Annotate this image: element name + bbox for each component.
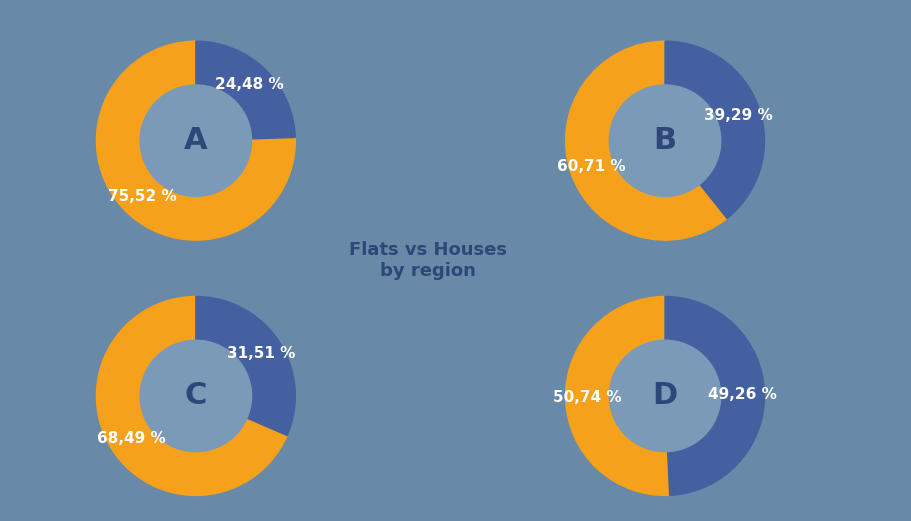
Text: A: A	[184, 126, 208, 155]
Circle shape	[140, 85, 251, 196]
Wedge shape	[196, 41, 295, 139]
Wedge shape	[566, 41, 727, 240]
Wedge shape	[665, 296, 764, 495]
Text: 39,29 %: 39,29 %	[704, 107, 773, 122]
Wedge shape	[665, 41, 764, 218]
Circle shape	[609, 85, 721, 196]
Text: D: D	[652, 381, 678, 411]
Wedge shape	[566, 296, 670, 495]
Wedge shape	[97, 41, 295, 240]
Text: 60,71 %: 60,71 %	[558, 159, 626, 174]
Text: C: C	[185, 381, 207, 411]
Text: 68,49 %: 68,49 %	[97, 431, 166, 446]
Wedge shape	[97, 296, 287, 495]
Text: 49,26 %: 49,26 %	[708, 387, 777, 402]
Wedge shape	[196, 296, 295, 436]
Circle shape	[140, 340, 251, 452]
Text: 24,48 %: 24,48 %	[215, 78, 284, 92]
Text: 31,51 %: 31,51 %	[227, 346, 295, 361]
Text: 75,52 %: 75,52 %	[107, 189, 177, 204]
Circle shape	[609, 340, 721, 452]
Text: B: B	[653, 126, 677, 155]
Text: Flats vs Houses
by region: Flats vs Houses by region	[349, 241, 507, 280]
Text: 50,74 %: 50,74 %	[553, 390, 622, 405]
